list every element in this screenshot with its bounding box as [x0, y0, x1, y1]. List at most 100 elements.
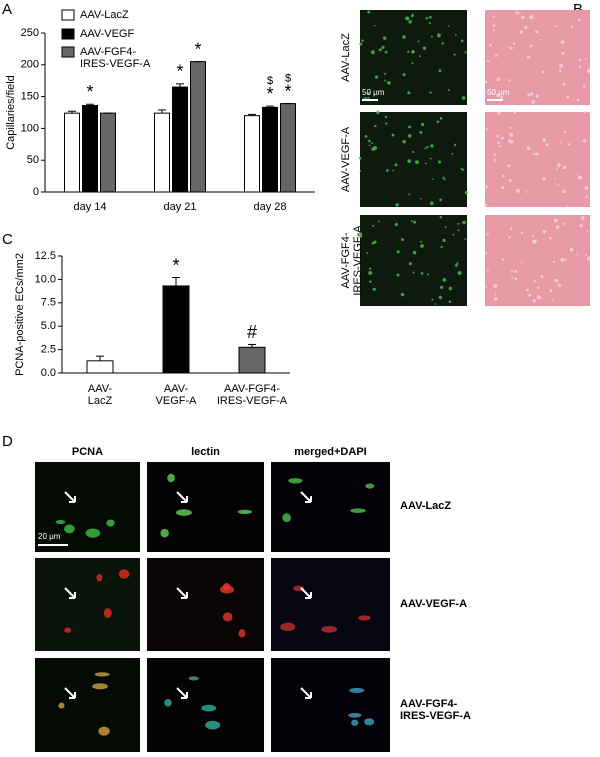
- micrograph-detail: [382, 36, 387, 40]
- micrograph-detail: [564, 258, 567, 261]
- micrograph-detail: [495, 54, 498, 57]
- micrograph-detail: [98, 726, 110, 736]
- micrograph-detail: [563, 130, 567, 134]
- micrograph-detail: [563, 222, 566, 225]
- micrograph-detail: [516, 188, 521, 193]
- micrograph-detail: [384, 50, 388, 54]
- micrograph-detail: [587, 68, 591, 73]
- row-label: AAV-FGF4- IRES-VEGF-A: [400, 698, 471, 722]
- micrograph-detail: [549, 236, 552, 240]
- micrograph-detail: [371, 241, 375, 245]
- significance-marker: *: [194, 39, 201, 59]
- micrograph-detail: [321, 626, 338, 633]
- micrograph-detail: [501, 186, 505, 190]
- micrograph-detail: [425, 16, 429, 20]
- micrograph-detail: [561, 51, 565, 55]
- micrograph-detail: [460, 39, 464, 43]
- micrograph-detail: [578, 175, 582, 180]
- bar: [162, 285, 190, 374]
- micrograph-detail: [396, 250, 400, 254]
- micrograph-detail: [545, 143, 549, 147]
- micrograph-detail: [420, 272, 424, 275]
- micrograph-detail: [578, 58, 582, 62]
- micrograph-detail: [457, 229, 460, 232]
- micrograph-detail: [557, 183, 560, 186]
- micrograph-detail: [535, 94, 539, 98]
- panel-label: B: [573, 1, 583, 18]
- micrograph-detail: [501, 136, 504, 140]
- micrograph-detail: [384, 79, 387, 82]
- x-tick-label: AAV-FGF4- IRES-VEGF-A: [216, 383, 288, 407]
- x-tick-label: day 28: [253, 201, 286, 213]
- micrograph-detail: [509, 227, 513, 230]
- micrograph-detail: [541, 70, 545, 74]
- micrograph-detail: [586, 256, 591, 261]
- micrograph-detail: [428, 21, 431, 24]
- micrograph-detail: [408, 125, 411, 129]
- micrograph-detail: [500, 95, 504, 99]
- micrograph-detail: [64, 524, 75, 534]
- bar: [190, 61, 206, 193]
- micrograph-detail: [584, 185, 589, 190]
- y-axis-label: PCNA-positive ECs/mm2: [14, 253, 26, 376]
- micrograph-detail: [525, 190, 528, 193]
- x-tick-label: day 14: [73, 201, 106, 213]
- micrograph-detail: [583, 110, 586, 114]
- micrograph-detail: [536, 295, 541, 300]
- micrograph-detail: [464, 190, 469, 195]
- micrograph-detail: [369, 280, 372, 283]
- arrow: [300, 687, 312, 699]
- micrograph-detail: [584, 58, 587, 60]
- micrograph-detail: [438, 69, 442, 73]
- micrograph-detail: [542, 177, 546, 181]
- micrograph-detail: [519, 30, 523, 34]
- micrograph-detail: [560, 257, 565, 262]
- micrograph-detail: [584, 254, 587, 257]
- micrograph-detail: [368, 267, 372, 270]
- micrograph-detail: [92, 683, 108, 690]
- micrograph-detail: [496, 77, 501, 82]
- micrograph-detail: [560, 141, 562, 144]
- bar: [172, 86, 188, 193]
- micrograph-detail: [581, 216, 585, 220]
- micrograph-detail: [562, 82, 566, 86]
- micrograph-detail: [532, 299, 537, 303]
- micrograph-detail: [420, 244, 424, 248]
- micrograph-detail: [520, 261, 523, 264]
- micrograph-detail: [585, 195, 588, 198]
- micrograph-detail: [451, 153, 454, 155]
- micrograph-detail: [442, 238, 446, 242]
- micrograph-detail: [175, 509, 192, 516]
- micrograph-detail: [412, 250, 417, 255]
- micrograph-detail: [485, 185, 489, 189]
- micrograph-detail: [576, 98, 580, 102]
- bar: [64, 112, 80, 193]
- micrograph-detail: [509, 46, 513, 50]
- y-axis-label: Capillaries/field: [5, 75, 17, 150]
- micrograph-detail: [94, 672, 110, 677]
- column-label: merged+DAPI: [294, 446, 367, 458]
- micrograph-detail: [566, 95, 570, 99]
- micrograph-detail: [515, 11, 519, 15]
- micrograph: [147, 462, 264, 552]
- micrograph-detail: [434, 303, 437, 305]
- micrograph-detail: [447, 89, 450, 92]
- micrograph-detail: [391, 133, 395, 137]
- legend-label: AAV-FGF4- IRES-VEGF-A: [80, 46, 151, 70]
- micrograph-detail: [118, 569, 130, 579]
- micrograph-detail: [448, 300, 452, 304]
- micrograph-detail: [493, 296, 498, 301]
- micrograph-detail: [513, 110, 517, 114]
- micrograph-detail: [64, 627, 71, 633]
- micrograph-detail: [569, 248, 574, 252]
- micrograph-detail: [579, 224, 583, 228]
- significance-marker: #: [247, 322, 257, 342]
- micrograph-detail: [496, 134, 499, 138]
- micrograph-detail: [529, 44, 533, 48]
- micrograph-detail: [508, 79, 511, 82]
- micrograph-detail: [401, 238, 405, 242]
- micrograph-detail: [372, 224, 375, 227]
- significance-marker: *: [176, 62, 183, 82]
- arrow: [176, 687, 188, 699]
